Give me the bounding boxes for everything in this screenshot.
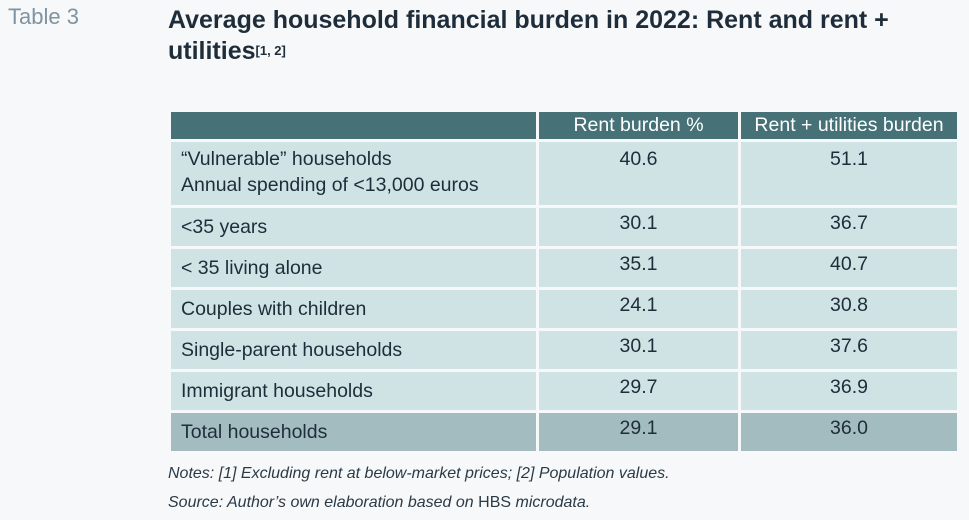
- rent-utilities-cell: 30.8: [741, 290, 957, 328]
- rent-utilities-cell: 36.0: [741, 413, 957, 451]
- row-label: “Vulnerable” households Annual spending …: [171, 142, 536, 205]
- rent-utilities-cell: 51.1: [741, 142, 957, 205]
- burden-table: Rent burden % Rent + utilities burden “V…: [168, 109, 960, 454]
- source-text: Source: Author’s own elaboration based o…: [168, 494, 479, 511]
- table-title: Average household financial burden in 20…: [168, 5, 928, 67]
- header-cell-rent-utilities-burden: Rent + utilities burden: [741, 112, 957, 139]
- table-row: Single-parent households 30.1 37.6: [171, 331, 957, 369]
- row-label: Immigrant households: [171, 372, 536, 410]
- rent-burden-cell: 30.1: [539, 208, 738, 246]
- table-number-label: Table 3: [8, 4, 79, 29]
- rent-burden-cell: 29.1: [539, 413, 738, 451]
- row-label-line1: “Vulnerable” households: [181, 148, 392, 170]
- source-tail: microdata.: [511, 494, 591, 511]
- rent-utilities-cell: 40.7: [741, 249, 957, 287]
- source-line: Source: Author’s own elaboration based o…: [168, 488, 670, 517]
- rent-burden-cell: 24.1: [539, 290, 738, 328]
- table-notes: Notes: [1] Excluding rent at below-marke…: [168, 459, 670, 517]
- row-label: Total households: [171, 413, 536, 451]
- row-label-line2: Annual spending of <13,000 euros: [181, 174, 479, 196]
- header-row: Rent burden % Rent + utilities burden: [171, 112, 957, 139]
- rent-utilities-cell: 37.6: [741, 331, 957, 369]
- rent-burden-cell: 40.6: [539, 142, 738, 205]
- title-footnote-ref: [1, 2]: [255, 43, 286, 58]
- row-label: < 35 living alone: [171, 249, 536, 287]
- table-row: < 35 living alone 35.1 40.7: [171, 249, 957, 287]
- header-cell-blank: [171, 112, 536, 139]
- rent-burden-cell: 35.1: [539, 249, 738, 287]
- table-row: <35 years 30.1 36.7: [171, 208, 957, 246]
- rent-utilities-cell: 36.7: [741, 208, 957, 246]
- row-label: Couples with children: [171, 290, 536, 328]
- title-text: Average household financial burden in 20…: [168, 6, 889, 65]
- table-row: “Vulnerable” households Annual spending …: [171, 142, 957, 205]
- header-cell-rent-burden: Rent burden %: [539, 112, 738, 139]
- source-hbs: HBS: [478, 494, 512, 511]
- rent-burden-cell: 29.7: [539, 372, 738, 410]
- row-label: <35 years: [171, 208, 536, 246]
- table-row: Immigrant households 29.7 36.9: [171, 372, 957, 410]
- rent-utilities-cell: 36.9: [741, 372, 957, 410]
- notes-line: Notes: [1] Excluding rent at below-marke…: [168, 465, 670, 482]
- total-row: Total households 29.1 36.0: [171, 413, 957, 451]
- row-label: Single-parent households: [171, 331, 536, 369]
- table-row: Couples with children 24.1 30.8: [171, 290, 957, 328]
- rent-burden-cell: 30.1: [539, 331, 738, 369]
